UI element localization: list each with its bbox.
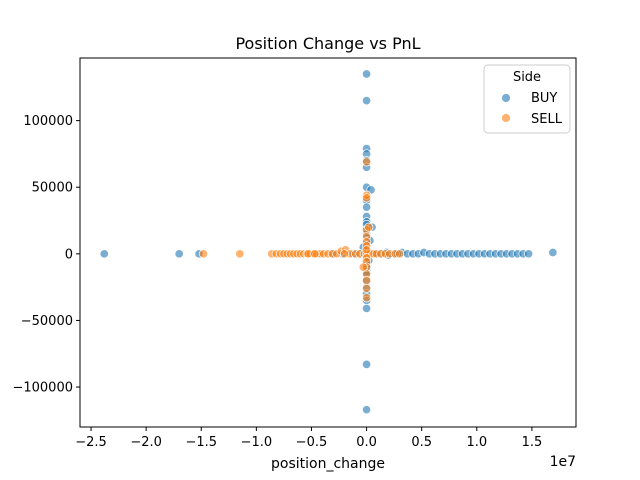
point-sell-48 xyxy=(362,275,372,286)
point-buy-0 xyxy=(99,249,109,259)
point-sell-53 xyxy=(339,249,350,259)
chart-title: Position Change vs PnL xyxy=(235,34,420,53)
point-buy-37 xyxy=(362,359,372,369)
point-sell-36 xyxy=(362,157,372,167)
series-sell xyxy=(198,157,405,303)
y-tick-label-1: −50000 xyxy=(21,314,73,329)
x-tick-label-6: 0.5 xyxy=(411,435,432,450)
x-tick-label-1: −2.0 xyxy=(130,435,162,450)
point-sell-38 xyxy=(362,193,372,203)
point-sell-50 xyxy=(362,293,372,303)
x-axis-label: position_change xyxy=(271,456,385,472)
point-buy-13 xyxy=(362,202,372,212)
point-buy-4 xyxy=(362,69,372,79)
legend-marker-sell xyxy=(501,113,511,123)
x-tick-label-0: −2.5 xyxy=(75,435,107,450)
point-sell-52 xyxy=(358,262,368,272)
legend-title: Side xyxy=(513,70,541,85)
point-buy-69 xyxy=(524,249,534,259)
y-tick-label-3: 50000 xyxy=(32,181,73,196)
point-sell-49 xyxy=(362,283,372,294)
point-sell-51 xyxy=(364,222,374,232)
x-tick-label-3: −1.0 xyxy=(241,435,273,450)
point-buy-5 xyxy=(362,96,372,106)
point-sell-0 xyxy=(198,249,208,259)
x-tick-label-5: 0.0 xyxy=(356,435,377,450)
points-layer xyxy=(99,69,558,415)
x-tick-label-7: 1.0 xyxy=(466,435,487,450)
legend-marker-buy xyxy=(501,93,511,103)
point-sell-1 xyxy=(235,249,245,259)
plot-frame xyxy=(79,57,577,428)
x-tick-label-4: −0.5 xyxy=(296,435,328,450)
x-tick-label-2: −1.5 xyxy=(185,435,217,450)
point-buy-38 xyxy=(362,405,372,415)
legend-label-sell: SELL xyxy=(531,112,563,127)
point-sell-43 xyxy=(362,245,372,255)
point-sell-55 xyxy=(310,249,320,259)
point-buy-36 xyxy=(362,303,372,313)
y-tick-label-2: 0 xyxy=(65,247,73,262)
legend-label-buy: BUY xyxy=(531,91,557,106)
y-tick-label-0: −100000 xyxy=(12,381,73,396)
point-buy-1 xyxy=(174,249,184,259)
y-tick-label-4: 100000 xyxy=(23,114,73,129)
legend: Side BUY SELL xyxy=(483,64,571,134)
x-axis-offset-label: 1e7 xyxy=(550,454,576,470)
x-tick-label-8: 1.5 xyxy=(522,435,543,450)
point-buy-3 xyxy=(548,247,558,258)
point-sell-35 xyxy=(395,249,405,259)
axis-layer: −2.5 −2.0 −1.5 −1.0 −0.5 0.0 0.5 1.0 1.5 −100000 −… xyxy=(12,114,542,450)
